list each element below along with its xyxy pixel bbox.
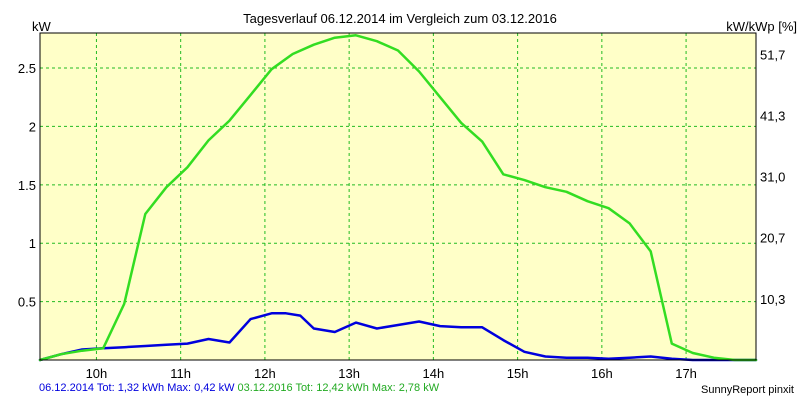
green-series-summary: 03.12.2016 Tot: 12,42 kWh Max: 2,78 kW bbox=[237, 382, 440, 394]
x-tick-label: 14h bbox=[423, 366, 445, 381]
y-left-tick-label: 2 bbox=[29, 119, 36, 134]
series-line-blue bbox=[38, 312, 758, 362]
series-lines bbox=[38, 34, 758, 362]
blue-series-summary: 06.12.2014 Tot: 1,32 kWh Max: 0,42 kW bbox=[39, 382, 235, 394]
x-tick-label: 16h bbox=[591, 366, 613, 381]
y-left-tick-label: 1 bbox=[29, 236, 36, 251]
x-tick-label: 17h bbox=[675, 366, 697, 381]
x-tick-label: 13h bbox=[338, 366, 360, 381]
y-left-axis-label: kW bbox=[32, 19, 52, 34]
y-right-tick-label: 10,3 bbox=[760, 292, 785, 307]
grid-lines bbox=[40, 33, 756, 360]
x-tick-label: 12h bbox=[254, 366, 276, 381]
chart-footer: 06.12.2014 Tot: 1,32 kWh Max: 0,42 kW 03… bbox=[39, 382, 439, 394]
y-right-tick-label: 20,7 bbox=[760, 231, 785, 246]
y-right-axis-label: kW/kWp [%] bbox=[726, 19, 797, 34]
y-left-tick-label: 2.5 bbox=[18, 61, 36, 76]
y-left-tick-label: 1.5 bbox=[18, 178, 36, 193]
brand-credit: SunnyReport pinxit bbox=[701, 384, 794, 396]
chart-title: Tagesverlauf 06.12.2014 im Vergleich zum… bbox=[243, 11, 557, 26]
series-line-green bbox=[38, 34, 758, 362]
y-right-tick-label: 41,3 bbox=[760, 109, 785, 124]
y-right-tick-label: 31,0 bbox=[760, 170, 785, 185]
x-tick-label: 10h bbox=[86, 366, 108, 381]
plot-background bbox=[40, 33, 756, 360]
x-tick-label: 11h bbox=[170, 366, 191, 381]
plot-frame bbox=[39, 32, 757, 361]
y-right-tick-label: 51,7 bbox=[760, 47, 785, 62]
axis-labels: 10h 11h 12h 13h 14h 15h 16h 17h 0.5 1 1.5 2 2.5 10,3 2… bbox=[18, 47, 785, 381]
x-tick-label: 15h bbox=[507, 366, 529, 381]
y-left-tick-label: 0.5 bbox=[18, 295, 36, 310]
